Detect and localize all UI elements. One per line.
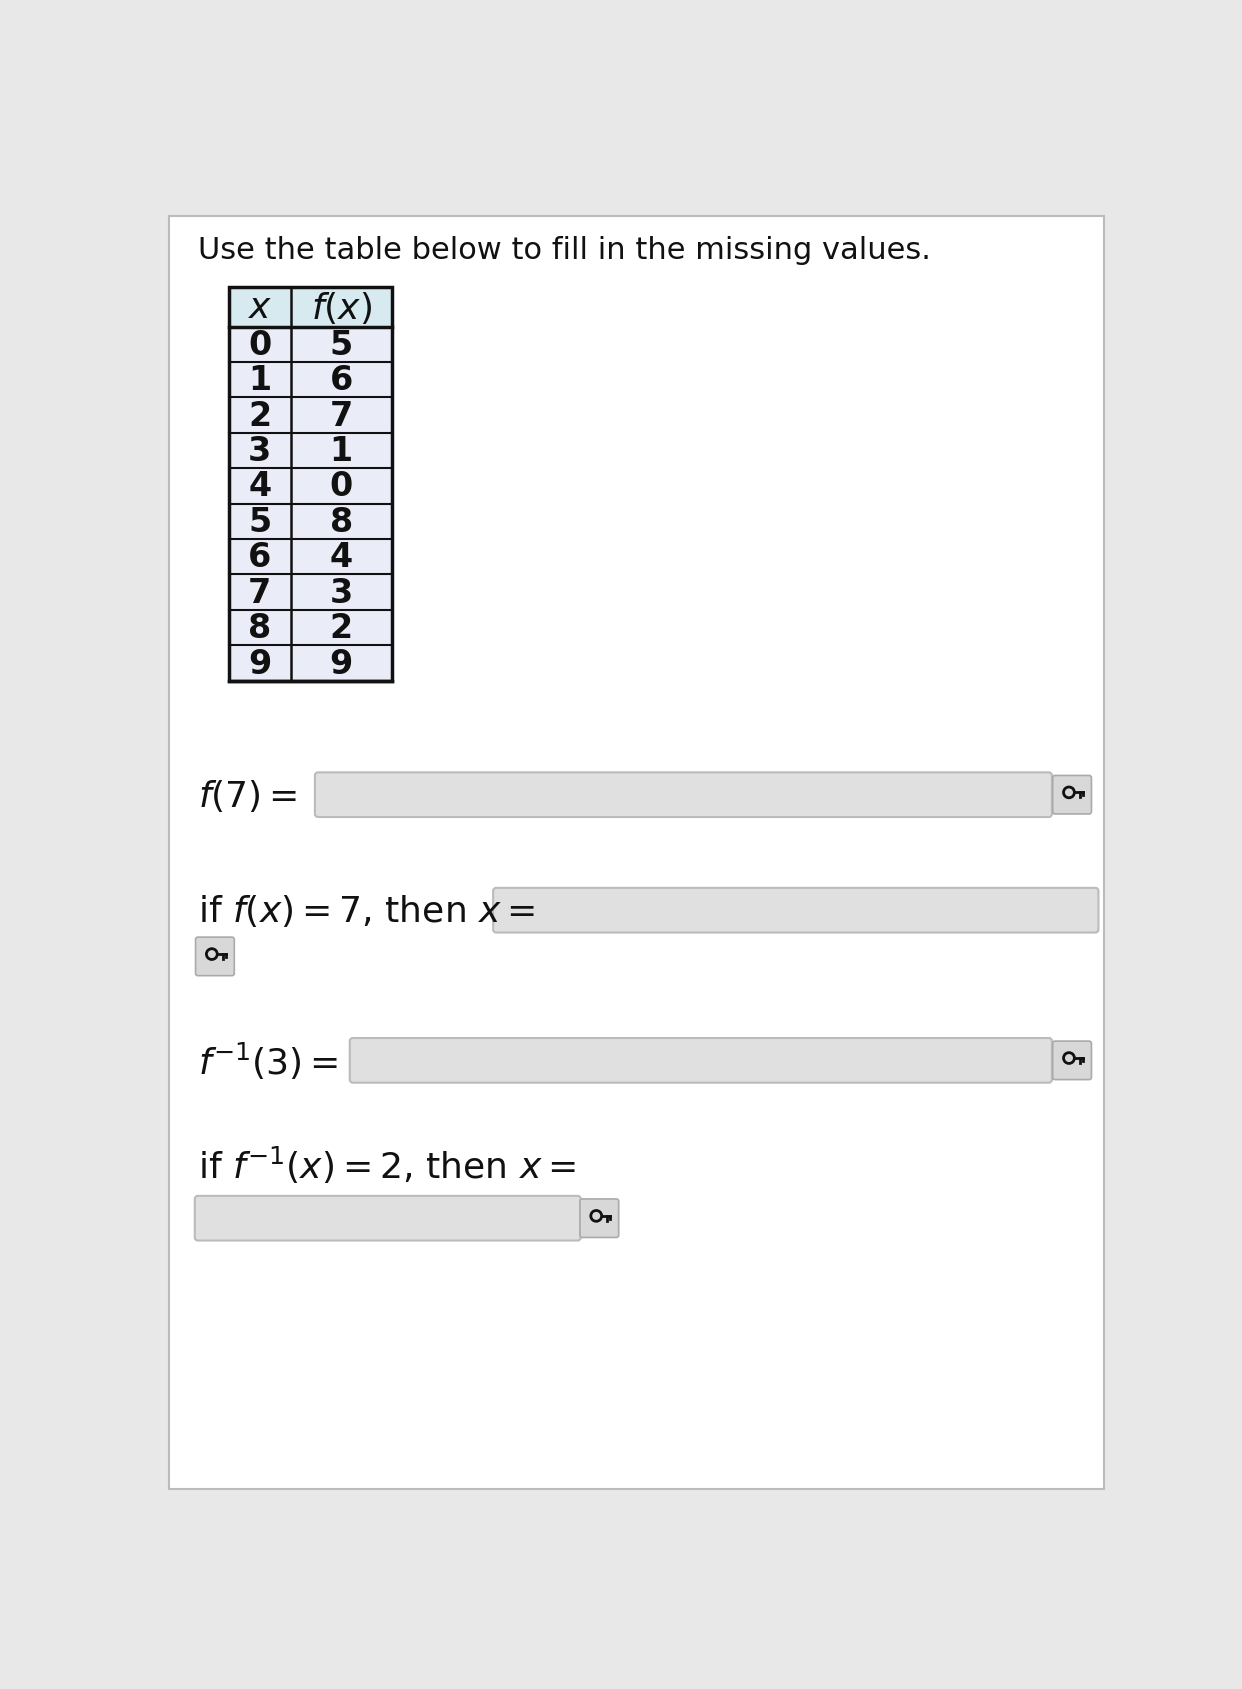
FancyBboxPatch shape: [229, 328, 391, 363]
Text: 8: 8: [329, 505, 353, 539]
FancyBboxPatch shape: [350, 1039, 1052, 1083]
Text: Use the table below to fill in the missing values.: Use the table below to fill in the missi…: [197, 236, 930, 265]
FancyBboxPatch shape: [229, 540, 391, 576]
Text: $f(7) =$: $f(7) =$: [197, 777, 297, 812]
Text: 1: 1: [329, 434, 353, 468]
Text: 5: 5: [329, 329, 353, 361]
FancyBboxPatch shape: [493, 888, 1098, 932]
FancyBboxPatch shape: [195, 937, 235, 976]
Text: 5: 5: [248, 505, 272, 539]
Text: 3: 3: [248, 434, 272, 468]
FancyBboxPatch shape: [229, 434, 391, 470]
FancyBboxPatch shape: [1053, 775, 1092, 814]
FancyBboxPatch shape: [229, 363, 391, 399]
FancyBboxPatch shape: [229, 645, 391, 681]
Text: 7: 7: [248, 576, 272, 610]
FancyBboxPatch shape: [1053, 1042, 1092, 1079]
Text: 1: 1: [248, 363, 272, 397]
Text: 6: 6: [329, 363, 353, 397]
FancyBboxPatch shape: [229, 610, 391, 645]
FancyBboxPatch shape: [169, 216, 1104, 1490]
FancyBboxPatch shape: [229, 287, 391, 328]
Text: $x$: $x$: [247, 291, 272, 324]
Text: 3: 3: [329, 576, 353, 610]
FancyBboxPatch shape: [580, 1199, 619, 1238]
Text: 4: 4: [329, 540, 353, 574]
Text: $f(x)$: $f(x)$: [310, 289, 371, 326]
FancyBboxPatch shape: [229, 576, 391, 610]
Text: 2: 2: [248, 399, 272, 432]
Text: $f^{-1}(3) =$: $f^{-1}(3) =$: [197, 1040, 338, 1081]
Text: 6: 6: [248, 540, 272, 574]
Text: 0: 0: [248, 329, 272, 361]
Text: 9: 9: [248, 647, 272, 681]
FancyBboxPatch shape: [229, 470, 391, 505]
Text: 2: 2: [329, 611, 353, 645]
Text: 4: 4: [248, 470, 272, 503]
Text: if $f^{-1}(x) = 2$, then $x =$: if $f^{-1}(x) = 2$, then $x =$: [197, 1143, 576, 1186]
FancyBboxPatch shape: [229, 505, 391, 540]
Text: if $f(x) = 7$, then $x =$: if $f(x) = 7$, then $x =$: [197, 893, 535, 929]
Text: 7: 7: [329, 399, 353, 432]
FancyBboxPatch shape: [315, 774, 1052, 817]
Text: 0: 0: [329, 470, 353, 503]
FancyBboxPatch shape: [195, 1196, 581, 1241]
FancyBboxPatch shape: [229, 399, 391, 434]
Bar: [229, 287, 391, 681]
Text: 9: 9: [329, 647, 353, 681]
Text: 8: 8: [248, 611, 272, 645]
